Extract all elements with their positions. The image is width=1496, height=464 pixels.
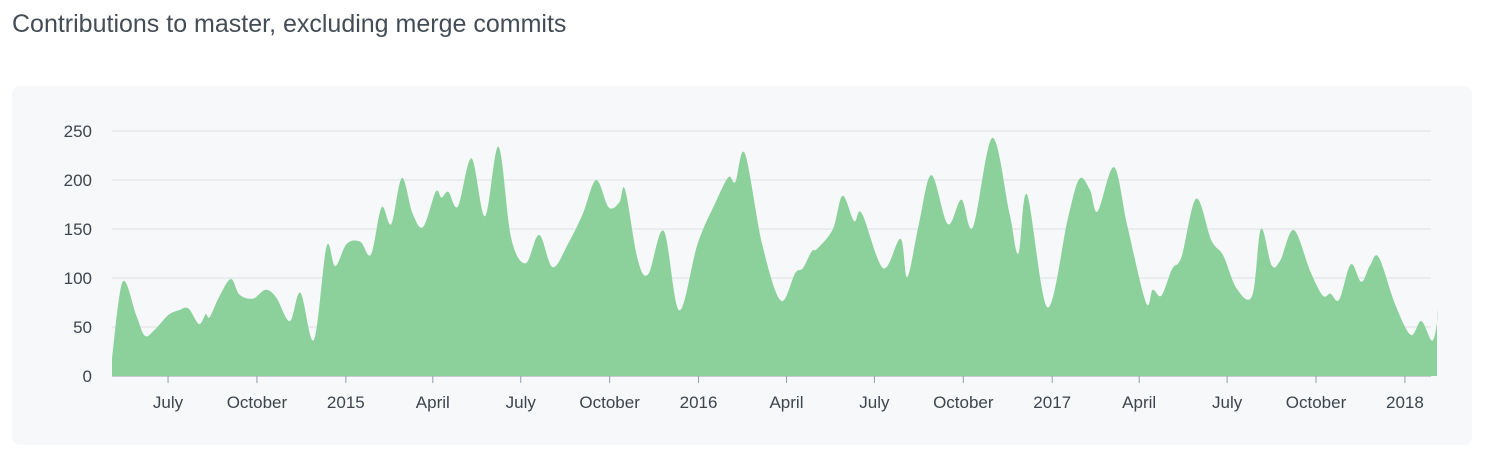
y-tick-label: 100 bbox=[64, 269, 92, 288]
y-tick-label: 150 bbox=[64, 220, 92, 239]
x-tick-label: April bbox=[1122, 393, 1156, 412]
x-tick-label: 2017 bbox=[1033, 393, 1071, 412]
x-tick-label: October bbox=[227, 393, 288, 412]
x-tick-label: July bbox=[859, 393, 890, 412]
chart-panel: 0 50 100 150 200 250 July October 2015 April July… bbox=[12, 86, 1472, 445]
page-title: Contributions to master, excluding merge… bbox=[12, 10, 567, 38]
x-tick-label: July bbox=[1212, 393, 1243, 412]
y-tick-label: 200 bbox=[64, 171, 92, 190]
x-axis-ticks: July October 2015 April July October 2016 April… bbox=[153, 376, 1424, 412]
area-series bbox=[112, 137, 1438, 377]
y-tick-label: 50 bbox=[73, 318, 92, 337]
contributions-area bbox=[112, 137, 1438, 376]
x-tick-label: July bbox=[506, 393, 537, 412]
y-tick-label: 250 bbox=[64, 122, 92, 141]
x-tick-label: 2018 bbox=[1386, 393, 1424, 412]
x-tick-label: October bbox=[1286, 393, 1347, 412]
y-tick-label: 0 bbox=[83, 367, 92, 386]
x-tick-label: 2016 bbox=[680, 393, 718, 412]
x-tick-label: October bbox=[933, 393, 994, 412]
y-axis-ticks: 0 50 100 150 200 250 bbox=[64, 122, 92, 386]
x-tick-label: October bbox=[579, 393, 640, 412]
x-tick-label: April bbox=[769, 393, 803, 412]
x-tick-label: April bbox=[416, 393, 450, 412]
x-tick-label: 2015 bbox=[327, 393, 365, 412]
x-tick-label: July bbox=[153, 393, 184, 412]
